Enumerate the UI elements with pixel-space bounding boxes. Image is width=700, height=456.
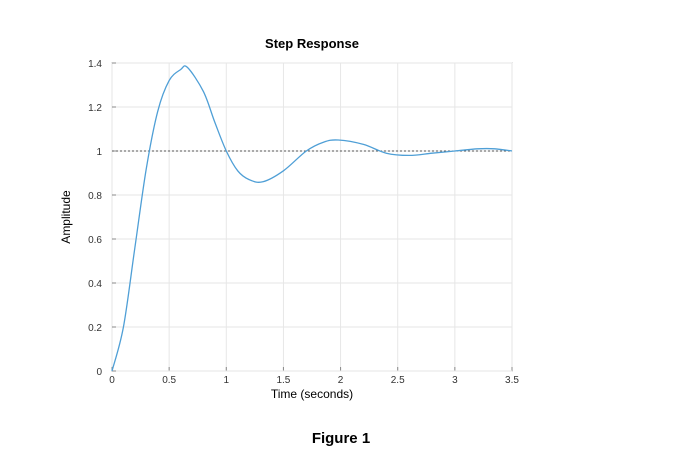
figure-caption: Figure 1 [312, 430, 370, 447]
y-tick-label: 0.8 [88, 191, 102, 202]
x-tick-label: 0.5 [162, 375, 176, 386]
y-tick-label: 1.4 [88, 59, 102, 70]
plot-area [111, 62, 513, 372]
x-axis-label: Time (seconds) [271, 387, 353, 401]
y-tick-label: 1.2 [88, 103, 102, 114]
grid-lines [111, 62, 513, 372]
x-tick-label: 2.5 [391, 375, 405, 386]
y-tick-label: 0 [96, 367, 102, 378]
y-axis-label: Amplitude [59, 190, 73, 244]
y-tick-labels: 0 0.2 0.4 0.6 0.8 1 1.2 1.4 [88, 59, 102, 378]
x-tick-label: 2 [338, 375, 344, 386]
y-tick-label: 0.4 [88, 279, 102, 290]
x-tick-label: 3 [452, 375, 458, 386]
y-tick-label: 0.6 [88, 235, 102, 246]
x-tick-label: 1 [224, 375, 230, 386]
y-tick-label: 1 [96, 147, 102, 158]
series-line [111, 65, 513, 372]
y-tick-label: 0.2 [88, 323, 102, 334]
x-tick-label: 0 [109, 375, 115, 386]
x-tick-label: 3.5 [505, 375, 519, 386]
chart-title: Step Response [265, 36, 359, 51]
x-tick-label: 1.5 [276, 375, 290, 386]
x-tick-labels: 0 0.5 1 1.5 2 2.5 3 3.5 [109, 375, 519, 386]
